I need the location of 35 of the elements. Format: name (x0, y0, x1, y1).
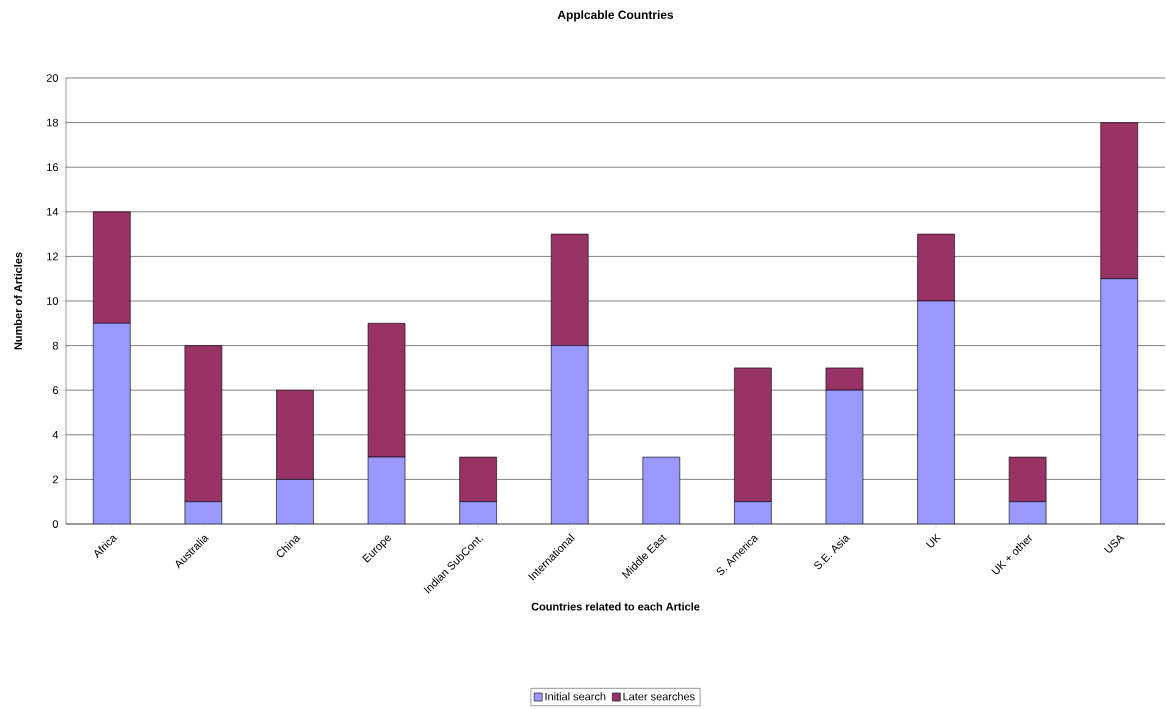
bar (276, 479, 314, 524)
bar (92, 323, 131, 524)
bar (550, 345, 589, 524)
y-tick-label: 8 (52, 341, 58, 350)
y-tick-label: 10 (47, 297, 59, 305)
bar (734, 501, 772, 524)
bar (459, 456, 497, 502)
legend-label: Initial search (545, 692, 606, 701)
bar (367, 456, 406, 524)
bar (276, 389, 314, 480)
y-tick-label: 14 (47, 208, 59, 216)
bar (367, 323, 406, 458)
bar (1100, 278, 1139, 524)
bar (642, 456, 681, 524)
y-tick-label: 12 (47, 252, 58, 261)
bar (1008, 456, 1047, 502)
y-tick-label: 2 (52, 475, 58, 484)
y-tick-label: 4 (52, 431, 59, 439)
x-tick-label: UK (925, 533, 942, 548)
legend-label: Later searches (623, 692, 695, 701)
x-axis-title: Countries related to each Article (531, 602, 700, 611)
bar (825, 367, 864, 391)
y-tick-label: 18 (47, 118, 58, 127)
y-tick-label: 6 (52, 386, 58, 395)
chart-title: Applcable Countries (557, 10, 674, 22)
bar (184, 345, 223, 502)
bar (917, 300, 955, 524)
y-tick-label: 16 (47, 163, 58, 172)
y-tick-label: 20 (46, 74, 59, 82)
x-tick-label: USA (1103, 535, 1125, 553)
bar (459, 501, 497, 524)
y-tick-label: 0 (52, 520, 59, 528)
bar (734, 367, 772, 502)
y-axis-title: Number of Articles (13, 252, 22, 350)
bar (825, 389, 864, 524)
